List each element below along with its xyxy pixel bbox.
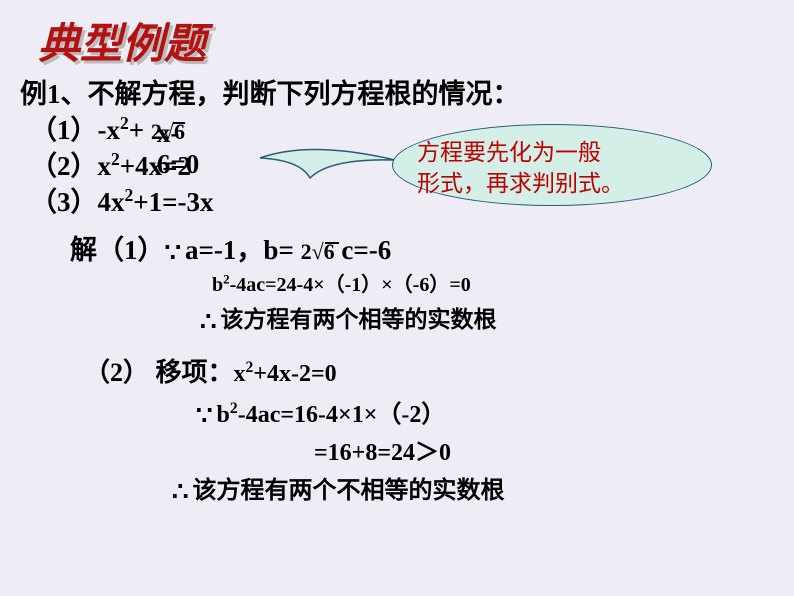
disc-rest: -4ac=16-4×1×（-2）	[238, 402, 446, 428]
abc-c: c=-6	[335, 235, 392, 265]
item-num: （3）	[30, 187, 98, 217]
rest: +1=-3x	[133, 187, 213, 217]
hint-bubble: 方程要先化为一般 形式，再求判别式。	[392, 124, 712, 206]
solution2-rearrange: （2） 移项：x2+4x-2=0	[84, 352, 337, 389]
sqrt-symbol: √	[312, 239, 324, 264]
bubble-line2: 形式，再求判别式。	[417, 168, 687, 199]
s2-label: （2） 移项：	[84, 358, 234, 387]
disc-b: b	[212, 274, 223, 296]
expr-prefix: -x	[98, 115, 121, 145]
solution1-abc: 解（1）∵a=-1，b= 2√6 c=-6	[70, 228, 391, 268]
conclusion-text: 该方程有两个不相等的实数根	[193, 478, 505, 504]
solution2-conclusion: ∴该方程有两个不相等的实数根	[172, 470, 505, 507]
solution2-disc: ∵b2-4ac=16-4×1×（-2）	[196, 394, 445, 431]
sup: 2	[125, 185, 134, 205]
sup: 2	[111, 149, 120, 169]
solution1-conclusion: ∴该方程有两个相等的实数根	[200, 300, 497, 337]
problem-item-2: （2）x2+4x=2	[30, 144, 191, 183]
sqrt-overlay: 2√x-6=06	[151, 119, 185, 145]
problem-heading: 例1、不解方程，判断下列方程根的情况：	[20, 72, 520, 111]
sqrt-bar	[325, 242, 339, 244]
solution2-cont: =16+8=24＞0	[314, 432, 451, 467]
bubble-line1: 方程要先化为一般	[417, 137, 687, 168]
disc-rest: -4ac=24-4×（-1）×（-6）=0	[230, 274, 471, 296]
sqrt-coef: 2	[301, 239, 312, 264]
because-symbol: ∵	[196, 401, 213, 431]
solution1-disc: b2-4ac=24-4×（-1）×（-6）=0	[212, 268, 471, 297]
disc-b: b	[217, 402, 230, 428]
expr: 4x	[98, 187, 125, 217]
sqrt-b: 2√6	[301, 239, 335, 265]
abc-a: a=-1，b=	[185, 235, 301, 265]
conclusion-text: 该方程有两个相等的实数根	[221, 307, 497, 332]
solution-prefix: 解（1）	[70, 235, 165, 265]
expr-mid: +	[129, 115, 151, 145]
problem-item-3: （3）4x2+1=-3x	[30, 180, 214, 219]
s2-eq-rest: +4x-2=0	[253, 361, 336, 387]
sqrt-bar	[173, 122, 185, 124]
rest: +4x=2	[120, 151, 191, 181]
bubble-tail	[250, 140, 410, 200]
problem-item-1: （1）-x2+ 2√x-6=06	[30, 108, 185, 147]
page-title: 典型例题	[38, 10, 206, 71]
therefore-symbol: ∴	[200, 307, 217, 337]
expr-sup: 2	[120, 113, 129, 133]
because-symbol: ∵	[165, 238, 182, 268]
item-num: （2）	[30, 151, 98, 181]
expr: x	[98, 151, 112, 181]
therefore-symbol: ∴	[172, 477, 189, 507]
item-num: （1）	[30, 115, 98, 145]
disc-sup: 2	[230, 400, 238, 417]
s2-eq: x	[234, 361, 246, 387]
